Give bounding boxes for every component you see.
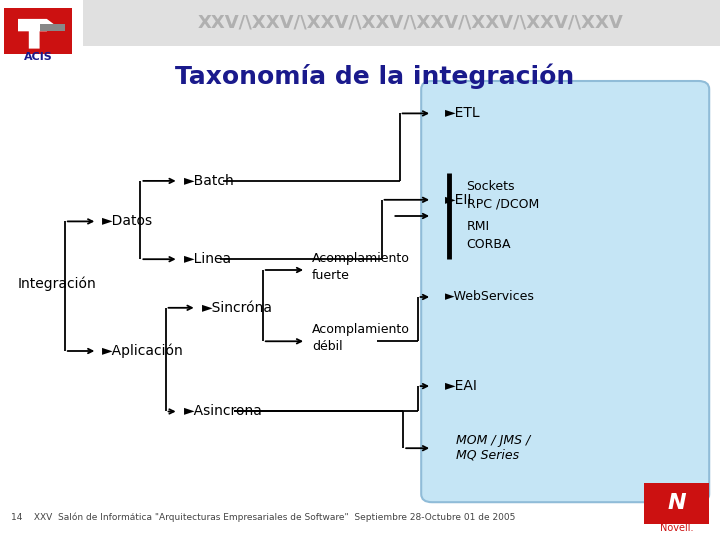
FancyBboxPatch shape (0, 0, 720, 46)
Text: ►EII: ►EII (445, 193, 472, 207)
Text: Taxonomía de la integración: Taxonomía de la integración (175, 64, 574, 90)
Text: débil: débil (312, 340, 343, 353)
Text: N: N (667, 493, 686, 514)
Text: ►Sincróna: ►Sincróna (202, 301, 273, 315)
Text: ►Aplicación: ►Aplicación (102, 344, 184, 358)
Text: XXV/\XXV/\XXV/\XXV/\XXV/\XXV/\XXV/\XXV: XXV/\XXV/\XXV/\XXV/\XXV/\XXV/\XXV/\XXV (197, 14, 624, 32)
Polygon shape (18, 19, 54, 49)
Text: ►Batch: ►Batch (184, 174, 234, 188)
Text: RMI: RMI (467, 220, 490, 233)
Polygon shape (40, 24, 65, 31)
Text: ►Asincrona: ►Asincrona (184, 404, 263, 418)
Text: MOM / JMS /: MOM / JMS / (456, 434, 530, 447)
FancyBboxPatch shape (644, 483, 709, 524)
Text: 14    XXV  Salón de Informática "Arquitecturas Empresariales de Software"  Septi: 14 XXV Salón de Informática "Arquitectur… (11, 512, 516, 522)
Text: fuerte: fuerte (312, 269, 350, 282)
Text: Sockets: Sockets (467, 180, 515, 193)
FancyBboxPatch shape (421, 81, 709, 502)
Text: ►Linea: ►Linea (184, 252, 232, 266)
Text: Novell.: Novell. (660, 523, 693, 533)
Text: Acomplamiento: Acomplamiento (312, 252, 410, 265)
Text: Acomplamiento: Acomplamiento (312, 323, 410, 336)
Text: CORBA: CORBA (467, 238, 511, 251)
FancyBboxPatch shape (4, 8, 72, 54)
Text: MQ Series: MQ Series (456, 448, 519, 461)
Text: ►Datos: ►Datos (102, 214, 153, 228)
Text: RPC /DCOM: RPC /DCOM (467, 197, 539, 210)
Text: ►ETL: ►ETL (445, 106, 480, 120)
FancyBboxPatch shape (0, 0, 83, 65)
Text: ►WebServices: ►WebServices (445, 291, 535, 303)
Text: ►EAI: ►EAI (445, 379, 478, 393)
Text: ACIS: ACIS (24, 52, 53, 62)
Text: Integración: Integración (18, 276, 96, 291)
